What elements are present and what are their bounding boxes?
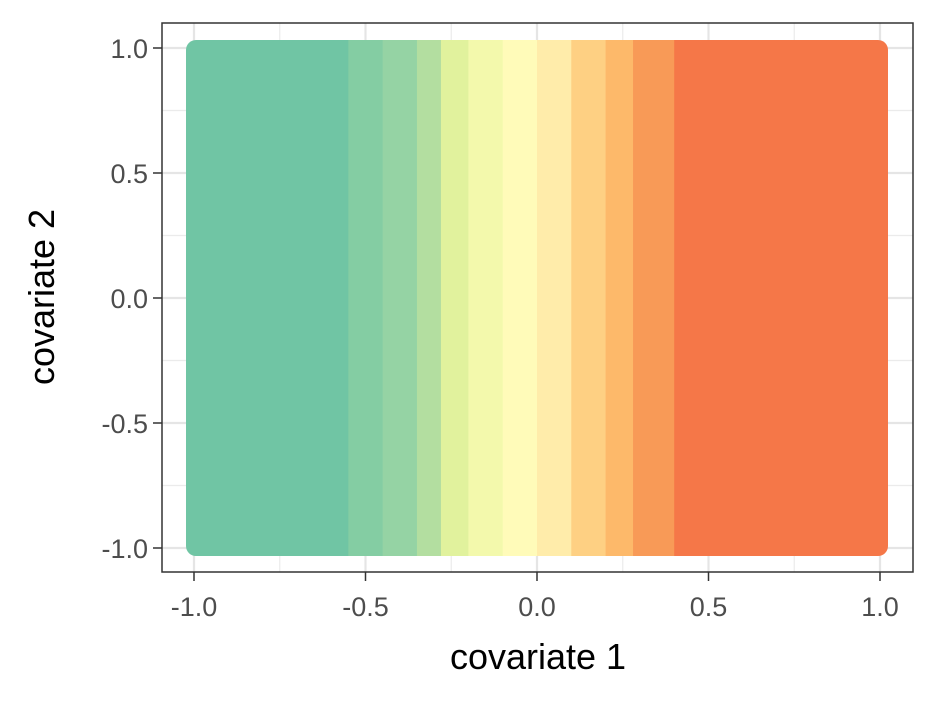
color-band xyxy=(382,40,418,556)
color-band xyxy=(468,40,504,556)
color-band xyxy=(186,40,349,556)
color-band xyxy=(605,40,634,556)
y-tick-label: 0.0 xyxy=(110,284,148,314)
y-tick-label: -0.5 xyxy=(101,409,148,439)
color-band xyxy=(440,40,469,556)
y-tick-label: -1.0 xyxy=(101,534,148,564)
color-band xyxy=(502,40,538,556)
x-axis-title: covariate 1 xyxy=(450,636,626,677)
y-axis-title: covariate 2 xyxy=(21,209,62,385)
color-band xyxy=(633,40,675,556)
x-tick-label: -1.0 xyxy=(171,592,218,622)
color-band xyxy=(571,40,607,556)
data-points-region xyxy=(186,40,888,556)
color-band xyxy=(416,40,442,556)
x-axis: -1.0 -0.5 0.0 0.5 1.0 xyxy=(171,572,899,622)
y-tick-label: 1.0 xyxy=(110,34,148,64)
color-band xyxy=(674,40,888,556)
y-tick-label: 0.5 xyxy=(110,159,148,189)
y-axis: -1.0 -0.5 0.0 0.5 1.0 xyxy=(101,34,162,564)
color-band xyxy=(348,40,384,556)
x-tick-label: 0.5 xyxy=(690,592,728,622)
x-tick-label: 1.0 xyxy=(861,592,899,622)
x-tick-label: 0.0 xyxy=(518,592,556,622)
color-band xyxy=(537,40,572,556)
x-tick-label: -0.5 xyxy=(342,592,389,622)
